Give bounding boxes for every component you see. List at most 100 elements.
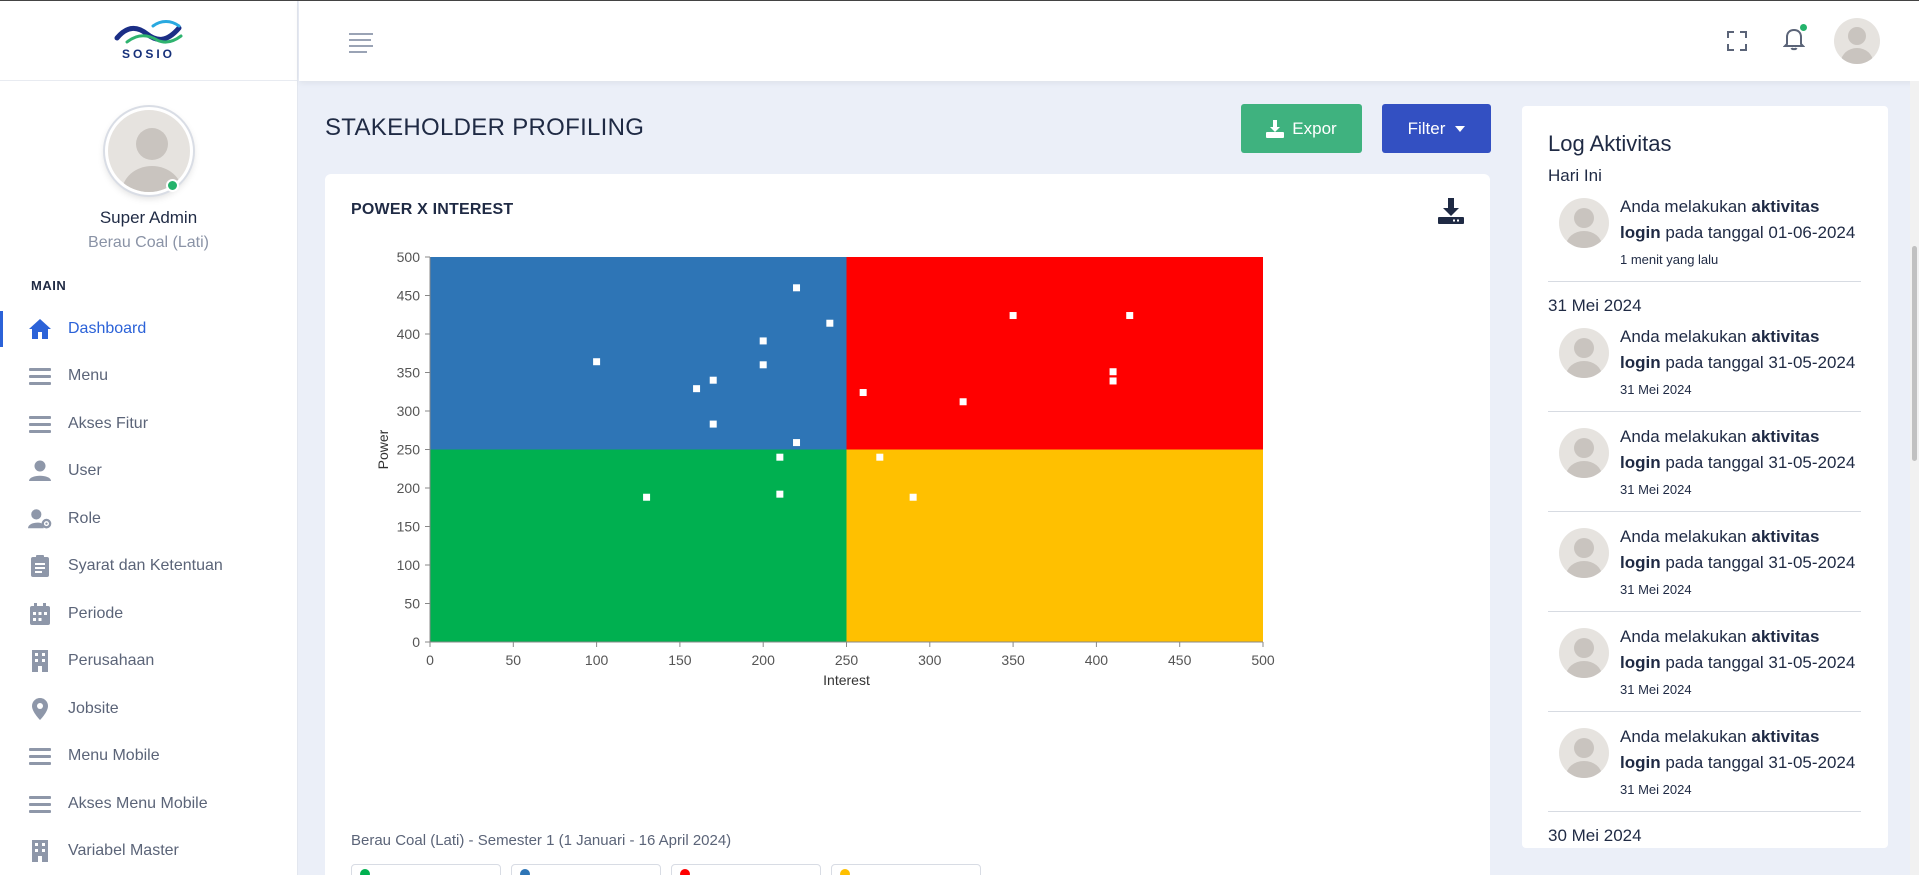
log-avatar	[1559, 328, 1609, 378]
power-interest-card: POWER X INTEREST 0 50 100 150 200 250 300 350 40…	[325, 174, 1490, 875]
legend-swatch	[840, 869, 850, 875]
user-silhouette-icon	[1566, 538, 1602, 578]
fullscreen-icon[interactable]	[1727, 31, 1747, 56]
log-avatar	[1559, 428, 1609, 478]
expor-button[interactable]: Expor	[1241, 104, 1362, 153]
log-title: Log Aktivitas	[1548, 131, 1672, 156]
y-tick-label: 350	[397, 365, 421, 381]
y-tick-label: 0	[412, 634, 420, 650]
x-tick-label: 500	[1251, 652, 1275, 668]
header-avatar[interactable]	[1834, 18, 1880, 64]
log-entry-time: 31 Mei 2024	[1620, 382, 1692, 397]
x-tick-label: 300	[918, 652, 942, 668]
profile-avatar[interactable]	[104, 107, 193, 195]
sidebar-item-label: Jobsite	[68, 699, 119, 717]
sidebar-item-akses-fitur[interactable]: Akses Fitur	[0, 400, 297, 448]
y-tick-label: 400	[397, 326, 421, 342]
sidebar-item-syarat[interactable]: Syarat dan Ketentuan	[0, 543, 297, 591]
user-silhouette-icon	[121, 128, 182, 192]
nav-section-title: MAIN	[31, 278, 67, 293]
scatter-point	[709, 376, 717, 384]
calendar-icon	[28, 602, 52, 626]
x-tick-label: 350	[1001, 652, 1025, 668]
x-axis-title: Interest	[823, 672, 870, 688]
filter-button[interactable]: Filter	[1382, 104, 1491, 153]
sidebar-item-menu[interactable]: Menu	[0, 353, 297, 401]
legend-swatch	[680, 869, 690, 875]
scatter-point	[793, 439, 801, 447]
log-entry-text: Anda melakukan aktivitas login pada tang…	[1620, 527, 1856, 572]
user-icon	[28, 459, 52, 483]
building-icon	[28, 649, 52, 673]
user-gear-icon	[28, 507, 52, 531]
log-entry-text: Anda melakukan aktivitas login pada tang…	[1620, 327, 1856, 372]
x-tick-label: 450	[1168, 652, 1192, 668]
download-icon	[1266, 119, 1285, 138]
sidebar-item-akses-menu-mobile[interactable]: Akses Menu Mobile	[0, 780, 297, 828]
sidebar-item-dashboard[interactable]: Dashboard	[0, 305, 297, 353]
legend-item[interactable]	[831, 864, 981, 875]
log-entry-time: 1 menit yang lalu	[1620, 252, 1719, 267]
legend-item[interactable]	[671, 864, 821, 875]
log-entry-text: Anda melakukan aktivitas login pada tang…	[1620, 427, 1856, 472]
log-entry[interactable]: Anda melakukan aktivitas login pada tang…	[1548, 724, 1861, 812]
scatter-point	[859, 389, 867, 397]
map-pin-icon	[28, 697, 52, 721]
sidebar-item-label: Periode	[68, 604, 124, 622]
scatter-point	[776, 490, 784, 498]
user-silhouette-icon	[1566, 338, 1602, 378]
x-tick-label: 50	[506, 652, 522, 668]
scatter-point	[759, 361, 767, 369]
x-tick-label: 400	[1085, 652, 1109, 668]
top-header	[299, 1, 1919, 81]
sidebar-item-label: Syarat dan Ketentuan	[68, 557, 223, 575]
x-tick-label: 250	[835, 652, 859, 668]
log-entry[interactable]: Anda melakukan aktivitas login pada tang…	[1548, 424, 1861, 512]
log-group-date: 31 Mei 2024	[1548, 296, 1642, 315]
scatter-point	[909, 493, 917, 501]
x-tick-label: 150	[668, 652, 692, 668]
log-entry-time: 31 Mei 2024	[1620, 782, 1692, 797]
log-entry[interactable]: Anda melakukan aktivitas login pada tang…	[1548, 524, 1861, 612]
sidebar-item-user[interactable]: User	[0, 448, 297, 496]
sidebar-item-label: Dashboard	[68, 319, 147, 337]
logo-wave-icon	[114, 20, 182, 44]
sidebar-item-perusahaan[interactable]: Perusahaan	[0, 638, 297, 686]
menu-lines-icon	[28, 364, 52, 388]
sidebar-item-menu-mobile[interactable]: Menu Mobile	[0, 733, 297, 781]
log-entry[interactable]: Anda melakukan aktivitas login pada tang…	[1548, 194, 1861, 282]
user-silhouette-icon	[1566, 638, 1602, 678]
brand-logo[interactable]: SOSIO	[113, 20, 185, 61]
log-entry[interactable]: Anda melakukan aktivitas login pada tang…	[1548, 624, 1861, 712]
log-entry-time: 31 Mei 2024	[1620, 482, 1692, 497]
scatter-point	[709, 420, 717, 428]
x-tick-label: 200	[752, 652, 776, 668]
hamburger-icon[interactable]	[349, 33, 373, 57]
scatter-point	[759, 337, 767, 345]
sidebar-item-variabel-master[interactable]: Variabel Master	[0, 828, 297, 875]
sidebar-item-label: User	[68, 462, 102, 480]
scrollbar-thumb[interactable]	[1912, 246, 1917, 461]
log-group-date: Hari Ini	[1548, 166, 1602, 185]
legend-swatch	[520, 869, 530, 875]
scatter-point	[876, 453, 884, 461]
page-scrollbar[interactable]	[1910, 81, 1919, 875]
sidebar-item-role[interactable]: Role	[0, 495, 297, 543]
sidebar-item-periode[interactable]: Periode	[0, 590, 297, 638]
sidebar-item-jobsite[interactable]: Jobsite	[0, 685, 297, 733]
user-silhouette-icon	[1841, 27, 1873, 64]
bell-icon[interactable]	[1782, 23, 1808, 56]
window-top-border	[0, 0, 1919, 1]
sidebar: SOSIO Super Admin Berau Coal (Lati) MAIN…	[0, 1, 298, 875]
filter-label: Filter	[1407, 118, 1446, 138]
home-icon	[28, 317, 52, 341]
y-tick-label: 200	[397, 480, 421, 496]
quadrant-high-interest-low-power	[846, 449, 1263, 642]
chart-download-icon[interactable]	[1438, 198, 1464, 229]
legend-item[interactable]	[351, 864, 501, 875]
log-entry[interactable]: Anda melakukan aktivitas login pada tang…	[1548, 324, 1861, 412]
legend-item[interactable]	[511, 864, 661, 875]
clipboard-icon	[28, 554, 52, 578]
scatter-point	[793, 284, 801, 292]
y-tick-label: 50	[404, 596, 420, 612]
